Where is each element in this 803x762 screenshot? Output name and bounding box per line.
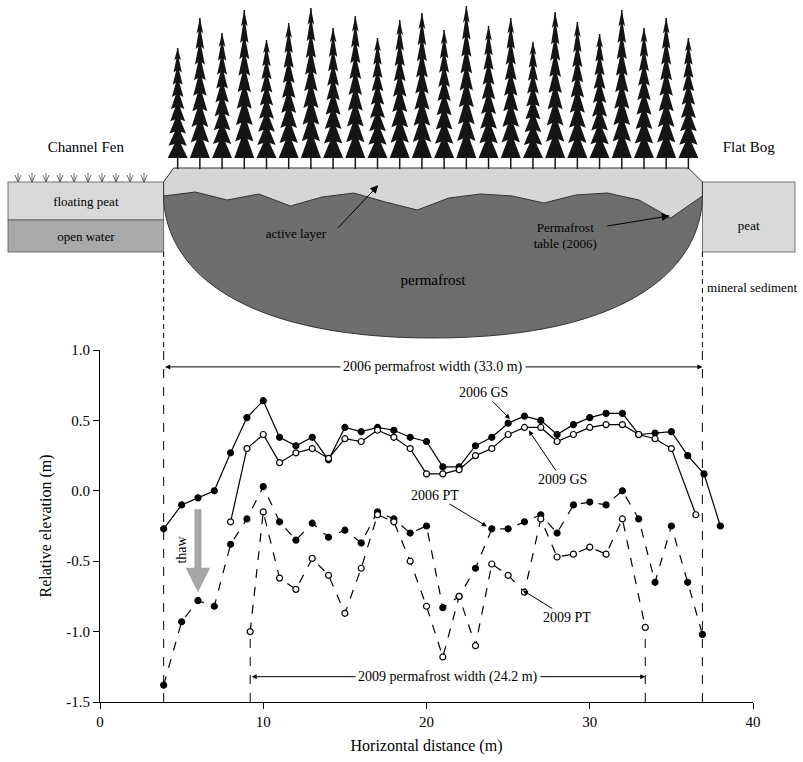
svg-text:active layer: active layer (266, 226, 327, 241)
svg-text:peat: peat (738, 218, 760, 233)
svg-text:Channel Fen: Channel Fen (48, 139, 125, 155)
svg-text:0.5: 0.5 (71, 413, 90, 429)
svg-text:2009 GS: 2009 GS (538, 472, 587, 487)
svg-text:2006 GS: 2006 GS (459, 385, 508, 400)
svg-text:1.0: 1.0 (71, 342, 90, 358)
svg-text:20: 20 (419, 714, 434, 730)
svg-text:0.0: 0.0 (71, 483, 90, 499)
svg-text:open water: open water (57, 229, 115, 244)
svg-text:-0.5: -0.5 (66, 553, 90, 569)
svg-text:10: 10 (256, 714, 271, 730)
svg-text:Relative elevation (m): Relative elevation (m) (37, 454, 55, 597)
svg-text:-1.5: -1.5 (66, 694, 90, 710)
svg-text:2009 permafrost width (24.2 m): 2009 permafrost width (24.2 m) (358, 669, 538, 685)
svg-text:30: 30 (582, 714, 597, 730)
svg-text:thaw: thaw (174, 535, 189, 563)
svg-text:0: 0 (96, 714, 104, 730)
svg-text:Flat Bog: Flat Bog (723, 139, 776, 155)
svg-text:2006 permafrost width (33.0 m): 2006 permafrost width (33.0 m) (343, 359, 523, 375)
svg-text:floating peat: floating peat (53, 194, 119, 209)
svg-text:Permafrosttable (2006): Permafrosttable (2006) (534, 220, 597, 251)
svg-text:mineral sediment: mineral sediment (707, 280, 797, 295)
svg-text:Horizontal distance (m): Horizontal distance (m) (351, 737, 503, 755)
svg-text:permafrost: permafrost (401, 272, 467, 288)
svg-text:2009 PT: 2009 PT (543, 610, 591, 625)
svg-text:40: 40 (746, 714, 761, 730)
svg-text:2006 PT: 2006 PT (411, 488, 459, 503)
svg-text:-1.0: -1.0 (66, 624, 90, 640)
